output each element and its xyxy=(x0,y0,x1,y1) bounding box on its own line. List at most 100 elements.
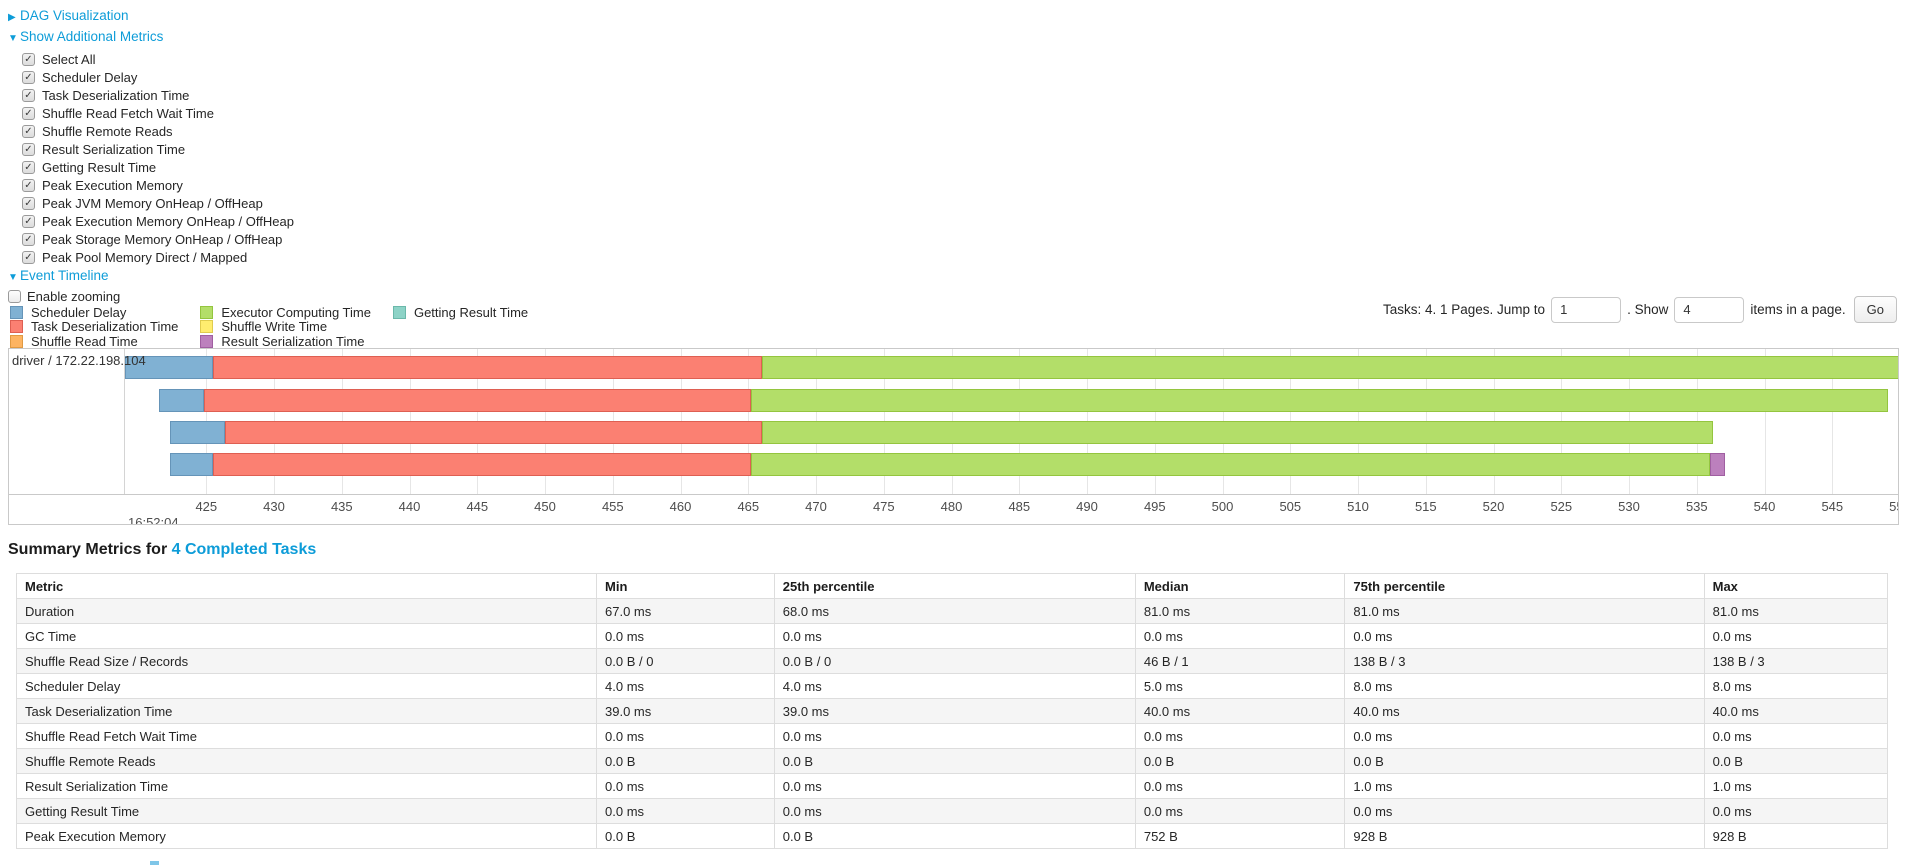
checkbox-icon[interactable]: ✓ xyxy=(22,124,35,138)
tick-label-510: 510 xyxy=(1347,499,1369,514)
checkbox-icon[interactable]: ✓ xyxy=(22,52,35,66)
checkbox-label: Peak Execution Memory xyxy=(42,177,183,193)
tick-label-470: 470 xyxy=(805,499,827,514)
timeline-bar-task-3-task_deserialization[interactable] xyxy=(213,453,751,476)
enable-zooming-row[interactable]: Enable zooming xyxy=(8,288,294,305)
legend-swatch-icon xyxy=(200,334,214,348)
checkbox-icon[interactable]: ✓ xyxy=(22,196,35,210)
timeline-bar-task-3-executor_computing[interactable] xyxy=(751,453,1711,476)
legend-column: Executor Computing Time Shuffle Write Tim… xyxy=(200,305,371,349)
checkbox-icon[interactable]: ✓ xyxy=(22,88,35,102)
checkbox-icon[interactable]: ✓ xyxy=(22,142,35,156)
legend-label: Shuffle Read Time xyxy=(31,333,138,349)
metric-checkbox-shuffle-remote-reads[interactable]: ✓ Shuffle Remote Reads xyxy=(22,122,294,140)
timeline-bar-task-3-result_serialization[interactable] xyxy=(1710,453,1726,476)
tick-label-550: 550 xyxy=(1889,499,1898,514)
enable-zooming-label: Enable zooming xyxy=(27,289,121,304)
next-section-link-peek xyxy=(150,861,159,865)
metric-value-cell: 0.0 B xyxy=(1344,748,1705,774)
metric-value-cell: 0.0 ms xyxy=(596,723,775,749)
show-additional-metrics-toggle[interactable]: ▼ Show Additional Metrics xyxy=(8,27,294,48)
summary-header-25th-percentile: 25th percentile xyxy=(773,573,1136,599)
checkbox-icon[interactable]: ✓ xyxy=(22,250,35,264)
legend-label: Task Deserialization Time xyxy=(31,319,179,335)
tick-label-480: 480 xyxy=(940,499,963,514)
legend-column: Scheduler Delay Task Deserialization Time… xyxy=(10,305,178,349)
checkbox-icon[interactable]: ✓ xyxy=(22,232,35,246)
tick-label-515: 515 xyxy=(1414,499,1437,514)
tick-label-435: 435 xyxy=(330,499,353,514)
metric-checkbox-peak-jvm-memory-onheap-offheap[interactable]: ✓ Peak JVM Memory OnHeap / OffHeap xyxy=(22,194,294,212)
checkbox-label: Shuffle Read Fetch Wait Time xyxy=(42,105,214,121)
metric-value-cell: 0.0 ms xyxy=(1703,623,1889,649)
metric-value-cell: 0.0 ms xyxy=(596,798,775,824)
timeline-bar-task-0-scheduler_delay[interactable] xyxy=(125,356,214,379)
checkbox-icon[interactable]: ✓ xyxy=(22,70,35,84)
summary-row-scheduler-delay: Scheduler Delay 4.0 ms 4.0 ms 5.0 ms 8.0 ms 8… xyxy=(15,673,1889,699)
metric-value-cell: 0.0 ms xyxy=(1703,723,1889,749)
timeline-bar-task-3-scheduler_delay[interactable] xyxy=(169,453,214,476)
metric-value-cell: 0.0 ms xyxy=(1344,723,1705,749)
summary-header-max: Max xyxy=(1703,573,1889,599)
timeline-legend: Scheduler Delay Task Deserialization Time… xyxy=(10,305,550,349)
checkbox-icon[interactable]: ✓ xyxy=(22,106,35,120)
metric-checkbox-scheduler-delay[interactable]: ✓ Scheduler Delay xyxy=(22,68,294,86)
timeline-bar-task-0-task_deserialization[interactable] xyxy=(213,356,762,379)
timeline-bar-task-1-executor_computing[interactable] xyxy=(751,389,1888,412)
summary-row-gc-time: GC Time 0.0 ms 0.0 ms 0.0 ms 0.0 ms 0.0 ms xyxy=(15,623,1889,649)
metric-value-cell: 40.0 ms xyxy=(1344,698,1705,724)
jump-to-page-input[interactable] xyxy=(1551,296,1622,323)
metric-checkbox-getting-result-time[interactable]: ✓ Getting Result Time xyxy=(22,158,294,176)
timeline-bar-task-0-executor_computing[interactable] xyxy=(761,356,1898,379)
metric-checkbox-peak-execution-memory[interactable]: ✓ Peak Execution Memory xyxy=(22,176,294,194)
chevron-right-icon: ▶ xyxy=(8,12,16,23)
timeline-bar-task-2-scheduler_delay[interactable] xyxy=(169,421,226,444)
metric-value-cell: 0.0 ms xyxy=(773,723,1136,749)
metric-value-cell: 0.0 B xyxy=(1134,748,1346,774)
checkbox-label: Peak Execution Memory OnHeap / OffHeap xyxy=(42,213,294,229)
checkbox-icon[interactable]: ✓ xyxy=(22,178,35,192)
metric-value-cell: 81.0 ms xyxy=(1703,598,1889,624)
legend-item-task-deserialization-time: Task Deserialization Time xyxy=(10,319,179,335)
metric-checkbox-peak-execution-memory-onheap-offheap[interactable]: ✓ Peak Execution Memory OnHeap / OffHeap xyxy=(22,212,294,230)
enable-zooming-checkbox[interactable] xyxy=(8,290,21,303)
timeline-bar-task-2-executor_computing[interactable] xyxy=(761,421,1713,444)
event-timeline-toggle[interactable]: ▼ Event Timeline xyxy=(8,266,294,287)
metric-name-cell: Shuffle Read Fetch Wait Time xyxy=(15,723,598,749)
metric-checkbox-peak-storage-memory-onheap-offheap[interactable]: ✓ Peak Storage Memory OnHeap / OffHeap xyxy=(22,230,294,248)
tick-label-440: 440 xyxy=(398,499,421,514)
tick-label-500: 500 xyxy=(1211,499,1234,514)
metric-value-cell: 0.0 B xyxy=(773,748,1136,774)
metric-name-cell: Duration xyxy=(15,598,598,624)
metric-name-cell: Getting Result Time xyxy=(15,798,598,824)
metric-value-cell: 0.0 ms xyxy=(596,623,775,649)
metric-value-cell: 4.0 ms xyxy=(773,673,1136,699)
metric-value-cell: 1.0 ms xyxy=(1703,773,1889,799)
metric-checkbox-select-all[interactable]: ✓ Select All xyxy=(22,50,294,68)
metric-checkbox-shuffle-read-fetch-wait-time[interactable]: ✓ Shuffle Read Fetch Wait Time xyxy=(22,104,294,122)
metric-value-cell: 0.0 ms xyxy=(1134,798,1346,824)
metric-name-cell: Result Serialization Time xyxy=(15,773,598,799)
metric-value-cell: 8.0 ms xyxy=(1703,673,1889,699)
chevron-down-icon: ▼ xyxy=(8,272,18,283)
legend-label: Result Serialization Time xyxy=(221,333,365,349)
timeline-bar-task-2-task_deserialization[interactable] xyxy=(225,421,762,444)
dag-visualization-toggle[interactable]: ▶ DAG Visualization xyxy=(8,6,294,27)
checkbox-icon[interactable]: ✓ xyxy=(22,214,35,228)
completed-tasks-link[interactable]: 4 Completed Tasks xyxy=(171,541,317,558)
metric-checkbox-task-deserialization-time[interactable]: ✓ Task Deserialization Time xyxy=(22,86,294,104)
summary-header-min: Min xyxy=(596,573,775,599)
metric-name-cell: Scheduler Delay xyxy=(15,673,598,699)
metric-value-cell: 0.0 ms xyxy=(1703,798,1889,824)
timeline-major-time-label: 16:52:04 xyxy=(128,515,179,525)
timeline-bar-task-1-task_deserialization[interactable] xyxy=(203,389,751,412)
timeline-group-column: driver / 172.22.198.104 xyxy=(9,349,146,494)
metric-checkbox-peak-pool-memory-direct-mapped[interactable]: ✓ Peak Pool Memory Direct / Mapped xyxy=(22,248,294,266)
tick-label-465: 465 xyxy=(737,499,760,514)
timeline-bar-task-1-scheduler_delay[interactable] xyxy=(158,389,204,412)
summary-row-shuffle-read-size-records: Shuffle Read Size / Records 0.0 B / 0 0.0 … xyxy=(15,648,1889,674)
go-button[interactable]: Go xyxy=(1853,296,1897,323)
metric-checkbox-result-serialization-time[interactable]: ✓ Result Serialization Time xyxy=(22,140,294,158)
items-per-page-input[interactable] xyxy=(1674,296,1745,323)
checkbox-icon[interactable]: ✓ xyxy=(22,160,35,174)
